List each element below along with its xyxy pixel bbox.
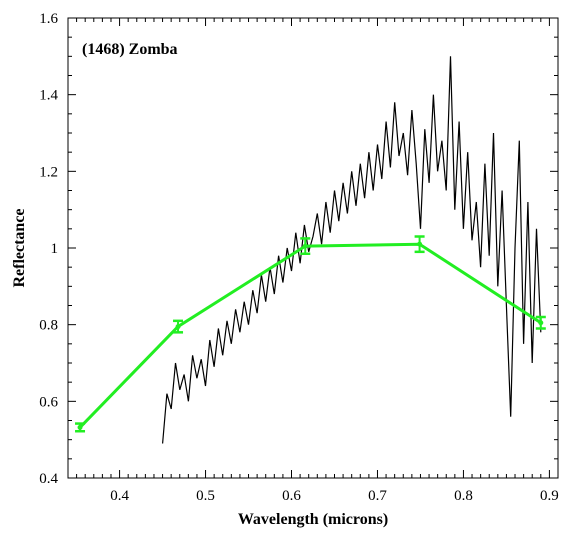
error-bar [300, 237, 311, 255]
error-bar [75, 422, 86, 433]
chart-title: (1468) Zomba [82, 41, 178, 58]
series-0 [162, 56, 542, 444]
data-point [302, 243, 308, 249]
spectrum-line [162, 56, 542, 444]
x-tick-label: 0.9 [540, 488, 559, 504]
error-bar [173, 319, 184, 334]
y-tick-label: 0.4 [39, 471, 58, 487]
error-bar [414, 235, 425, 254]
error-bar [535, 315, 546, 330]
y-tick-label: 0.6 [39, 394, 58, 410]
spectrophotometry-line [78, 242, 542, 429]
data-point [77, 424, 83, 430]
axis-ticks [68, 17, 558, 479]
y-tick-label: 1 [51, 241, 59, 257]
x-tick-label: 0.4 [110, 488, 129, 504]
x-tick-label: 0.8 [454, 488, 473, 504]
data-point [175, 324, 181, 330]
x-tick-label: 0.6 [282, 488, 301, 504]
data-point [417, 241, 423, 247]
y-tick-label: 0.8 [39, 318, 58, 334]
data-point [538, 320, 544, 326]
x-tick-label: 0.5 [196, 488, 215, 504]
x-tick-label: 0.7 [368, 488, 387, 504]
x-axis-label: Wavelength (microns) [238, 511, 388, 528]
y-tick-label: 1.6 [39, 11, 58, 27]
y-axis-label: Reflectance [11, 208, 28, 287]
y-tick-label: 1.2 [39, 164, 58, 180]
series-1 [75, 235, 546, 433]
axis-tick-labels: 0.4 0.5 0.6 0.7 0.8 0.9 0.4 0.6 0.8 1 1.2 1.4 1.6 [39, 11, 559, 504]
series-layer [75, 56, 546, 444]
plot-frame [67, 17, 559, 479]
y-tick-label: 1.4 [39, 88, 58, 104]
